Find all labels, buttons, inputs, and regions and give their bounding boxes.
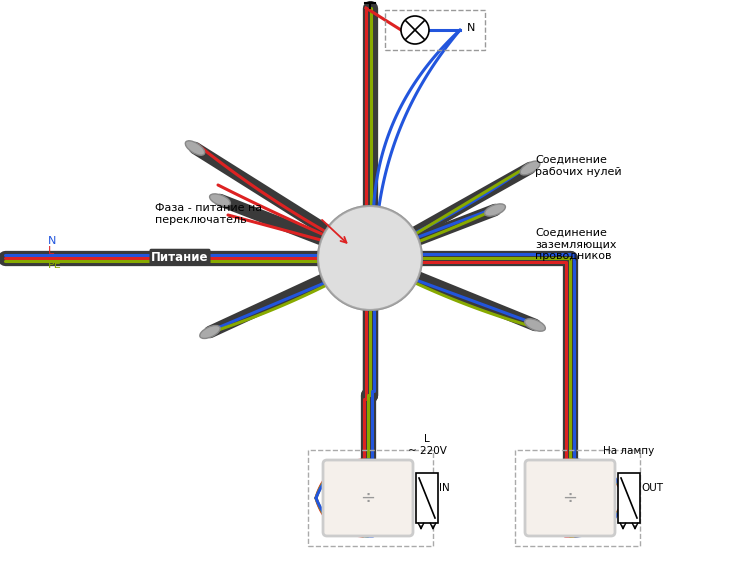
Text: L: L xyxy=(48,246,54,256)
Ellipse shape xyxy=(209,194,230,206)
Text: OUT: OUT xyxy=(641,483,663,493)
Text: L
~ 220V: L ~ 220V xyxy=(408,435,446,456)
Bar xyxy=(416,473,438,523)
Ellipse shape xyxy=(520,161,540,175)
Circle shape xyxy=(318,206,422,310)
Ellipse shape xyxy=(525,319,545,331)
FancyBboxPatch shape xyxy=(525,460,615,536)
Text: N: N xyxy=(467,23,476,33)
Bar xyxy=(618,473,640,523)
Text: Соединение
рабочих нулей: Соединение рабочих нулей xyxy=(535,155,622,176)
Ellipse shape xyxy=(185,141,204,155)
Circle shape xyxy=(318,206,422,310)
Text: На лампу: На лампу xyxy=(603,446,655,456)
Text: ÷: ÷ xyxy=(360,489,376,507)
Text: PE: PE xyxy=(48,260,62,270)
Text: Питание: Питание xyxy=(151,250,209,263)
Text: ÷: ÷ xyxy=(562,489,578,507)
Circle shape xyxy=(401,16,429,44)
Ellipse shape xyxy=(484,204,506,216)
Text: IN: IN xyxy=(439,483,450,493)
Text: Фаза - питание на
переключатель: Фаза - питание на переключатель xyxy=(155,203,262,225)
Ellipse shape xyxy=(200,326,220,339)
FancyBboxPatch shape xyxy=(323,460,413,536)
Text: Соединение
заземляющих
проводников: Соединение заземляющих проводников xyxy=(535,228,617,261)
Text: N: N xyxy=(48,236,57,246)
